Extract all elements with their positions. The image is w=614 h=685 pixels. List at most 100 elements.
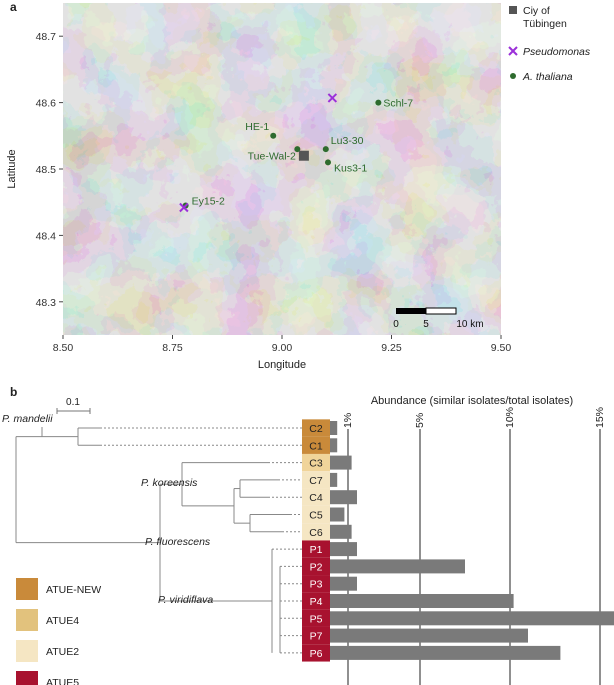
- thaliana-point: [270, 132, 277, 139]
- map-figure: 8.50 8.75 9.00 9.25 9.50 48.3 48.4 48.5 48.6 48.7…: [6, 3, 591, 371]
- map-x-tick-label: 8.50: [53, 342, 74, 354]
- map-x-tick-label: 9.25: [381, 342, 402, 354]
- abundance-bar: [330, 628, 528, 643]
- map-x-tick-label: 9.50: [491, 342, 512, 354]
- tree-tip-box: [302, 592, 330, 610]
- thaliana-label: HE-1: [245, 121, 269, 133]
- tree-tip-label: C7: [309, 475, 323, 487]
- tree-tip-label: P4: [310, 596, 323, 608]
- map-y-tick-label: 48.4: [36, 230, 57, 242]
- tree-tip-box: [302, 644, 330, 662]
- tree-tip-label: P1: [310, 544, 323, 556]
- abundance-bar: [330, 576, 357, 591]
- clade-legend-label: ATUE4: [46, 615, 79, 627]
- abundance-bar: [330, 490, 357, 505]
- tree-tip-box: [302, 419, 330, 437]
- thaliana-label: Lu3-30: [331, 135, 364, 147]
- tree-tip-label: P2: [310, 561, 323, 573]
- tree-tip-label: P3: [310, 579, 323, 591]
- abundance-bar: [330, 594, 514, 608]
- abundance-bar: [330, 645, 561, 660]
- map-x-tick-label: 8.75: [162, 342, 183, 354]
- thaliana-label: Schl-7: [383, 98, 413, 110]
- abundance-bar: [330, 559, 465, 574]
- thaliana-point: [375, 99, 382, 106]
- panel-a-label: a: [10, 0, 17, 14]
- abundance-tick-label: 5%: [414, 413, 426, 428]
- tree-tip-box: [302, 488, 330, 506]
- abundance-tick-label: 1%: [342, 413, 354, 428]
- clade-label-viridiflava: P. viridiflava: [158, 594, 213, 606]
- tree-tip-box: [302, 557, 330, 576]
- abundance-bar: [330, 438, 338, 453]
- tree-tip-label: P5: [310, 613, 323, 625]
- map-x-tick-label: 9.00: [272, 342, 293, 354]
- abundance-bar: [330, 472, 338, 487]
- thaliana-label: Ey15-2: [192, 196, 225, 208]
- abundance-tick-label: 15%: [594, 407, 606, 428]
- legend-city-label: Ciy of: [523, 5, 550, 17]
- legend-thaliana-label: A. thaliana: [522, 71, 573, 83]
- legend-pseudomonas-label: Pseudomonas: [523, 46, 591, 58]
- tree-tip-box: [302, 575, 330, 593]
- map-y-axis-label: Latitude: [6, 149, 18, 188]
- map-scale-bar: 0 5 10 km: [393, 307, 484, 330]
- tree-tip-label: C6: [309, 527, 323, 539]
- scale-bar-label: 10 km: [456, 319, 483, 330]
- tree-tip-box: [302, 436, 330, 454]
- tree-tip-box: [302, 505, 330, 524]
- legend-city-label-2: Tübingen: [523, 18, 567, 30]
- tree-tip-label: C4: [309, 492, 323, 504]
- map-y-tick-label: 48.5: [36, 164, 57, 176]
- thaliana-point: [324, 159, 331, 166]
- abundance-bar: [330, 455, 352, 470]
- tree-tip-label: C1: [309, 440, 323, 452]
- tree-tip-box: [302, 453, 330, 472]
- tree-tip-label: P6: [310, 648, 323, 660]
- map-y-tick-label: 48.3: [36, 297, 57, 309]
- legend-thaliana-marker: [510, 73, 516, 79]
- city-label: Tue-Wal-2: [248, 151, 296, 163]
- clade-legend-swatch: [16, 640, 38, 662]
- tree-tip-box: [302, 626, 330, 645]
- scale-bar-label: 0: [393, 319, 399, 330]
- map-y-tick-label: 48.7: [36, 31, 57, 43]
- panel-b-label: b: [10, 385, 18, 399]
- clade-legend-label: ATUE5: [46, 677, 79, 685]
- clade-legend-swatch: [16, 671, 38, 685]
- thaliana-point: [294, 146, 301, 153]
- clade-legend-swatch: [16, 609, 38, 631]
- tree-tip-box: [302, 471, 330, 489]
- abundance-bar: [330, 507, 345, 522]
- map-terrain: [63, 3, 501, 335]
- pseudomonas-point: [327, 93, 338, 103]
- clade-legend-label: ATUE-NEW: [46, 584, 101, 596]
- city-marker: [298, 150, 309, 161]
- abundance-bar: [330, 611, 614, 626]
- clade-label-mandelii: P. mandelii: [2, 413, 53, 425]
- clade-legend-swatch: [16, 578, 38, 600]
- thaliana-point: [322, 146, 329, 153]
- tree-tip-box: [302, 609, 330, 627]
- tree-tip-label: P7: [310, 631, 323, 643]
- thaliana-label: Kus3-1: [334, 162, 367, 174]
- abundance-bar: [330, 524, 352, 539]
- clade-label-koreensis: P. koreensis: [141, 477, 198, 489]
- tree-tip-label: C5: [309, 510, 323, 522]
- abundance-bar: [330, 421, 338, 435]
- clade-legend-label: ATUE2: [46, 646, 79, 658]
- map-x-axis-label: Longitude: [258, 359, 306, 371]
- abundance-tick-label: 10%: [504, 407, 516, 428]
- tree-tip-label: C3: [309, 458, 323, 470]
- scale-bar-label: 5: [423, 319, 429, 330]
- abundance-title: Abundance (similar isolates/total isolat…: [371, 395, 573, 407]
- abundance-bar: [330, 542, 357, 557]
- legend-pseudomonas-marker: [508, 46, 518, 56]
- tree-tip-box: [302, 523, 330, 541]
- map-y-tick-label: 48.6: [36, 98, 57, 110]
- tree-figure: Abundance (similar isolates/total isolat…: [2, 395, 614, 685]
- pseudomonas-point: [179, 202, 189, 213]
- tree-tip-box: [302, 540, 330, 558]
- clade-label-fluorescens: P. fluorescens: [145, 536, 211, 548]
- tree-tip-label: C2: [309, 423, 323, 435]
